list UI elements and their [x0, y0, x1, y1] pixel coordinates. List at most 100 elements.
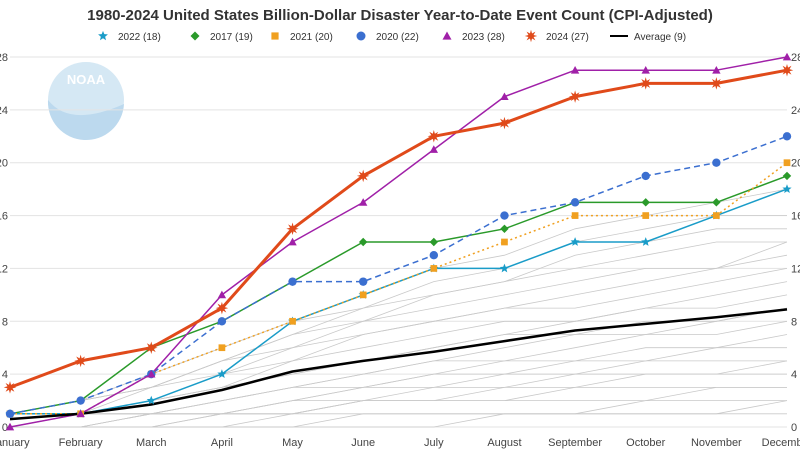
- legend-swatch: [271, 32, 279, 40]
- y-tick-label-left: 12: [0, 263, 8, 275]
- y-tick-label-right: 4: [791, 369, 797, 381]
- data-point-s2021: [218, 344, 226, 352]
- data-point-s2021: [359, 291, 367, 299]
- x-tick-label: December: [762, 437, 800, 449]
- legend-swatch: [190, 31, 200, 41]
- data-point-s2024: [145, 341, 158, 354]
- data-point-s2021: [430, 265, 438, 272]
- series-markers: [3, 52, 794, 431]
- data-point-s2023: [570, 66, 580, 74]
- background-year-line: [10, 413, 787, 428]
- data-point-s2017: [358, 237, 368, 247]
- y-axis-left: 0 4 8 12 16 20 24 28: [0, 52, 8, 434]
- data-point-s2020: [500, 211, 509, 220]
- data-point-s2021: [783, 159, 791, 167]
- x-tick-label: April: [211, 437, 233, 449]
- background-year-line: [10, 307, 788, 415]
- x-axis: January February March April May June July Augu…: [0, 437, 800, 449]
- data-point-s2021: [289, 317, 296, 325]
- background-year-line: [9, 334, 788, 428]
- legend-item-s2021[interactable]: 2021 (20): [271, 32, 333, 43]
- noaa-logo: NOAA: [47, 62, 124, 141]
- legend-swatch: [356, 31, 366, 41]
- data-point-s2017: [712, 198, 721, 207]
- data-point-s2024: [215, 301, 229, 315]
- x-tick-label: July: [424, 437, 444, 449]
- data-point-s2022: [570, 237, 580, 246]
- legend-item-s2024[interactable]: 2024 (27): [524, 29, 589, 43]
- legend-swatch: [524, 29, 538, 43]
- y-tick-label-right: 24: [791, 105, 800, 117]
- background-year-line: [10, 360, 787, 428]
- series-lines: [9, 56, 788, 428]
- y-tick-label-left: 16: [0, 211, 8, 223]
- y-tick-label-right: 0: [791, 422, 797, 434]
- legend-item-s2022[interactable]: 2022 (18): [98, 30, 161, 43]
- y-tick-label-left: 24: [0, 105, 8, 117]
- data-point-s2020: [358, 277, 368, 286]
- data-point-s2023: [288, 237, 297, 246]
- data-point-s2020: [217, 317, 227, 326]
- legend-item-avg[interactable]: Average (9): [610, 32, 686, 43]
- legend-item-s2020[interactable]: 2020 (22): [356, 31, 419, 44]
- x-tick-label: May: [282, 437, 303, 449]
- data-point-s2024: [780, 63, 794, 77]
- y-tick-label-left: 4: [2, 369, 8, 381]
- data-point-s2017: [500, 224, 509, 233]
- legend-item-s2017[interactable]: 2017 (19): [190, 31, 253, 44]
- data-point-s2021: [713, 212, 720, 219]
- data-point-s2024: [427, 130, 441, 143]
- x-tick-label: November: [691, 437, 742, 449]
- data-point-s2023: [358, 198, 368, 206]
- data-point-s2020: [570, 198, 580, 207]
- y-tick-label-left: 8: [2, 316, 8, 328]
- y-tick-label-right: 20: [791, 158, 800, 170]
- y-tick-label-right: 12: [791, 263, 800, 275]
- legend-label: 2021 (20): [290, 32, 333, 43]
- x-tick-label: February: [59, 437, 104, 449]
- data-point-s2024: [74, 354, 87, 368]
- noaa-logo-text: NOAA: [67, 72, 106, 87]
- data-point-s2017: [429, 237, 439, 247]
- data-point-s2022: [217, 369, 227, 379]
- data-point-s2022: [499, 263, 510, 273]
- data-point-s2024: [710, 77, 723, 90]
- data-point-s2020: [641, 171, 650, 181]
- data-point-s2017: [782, 171, 792, 181]
- data-point-s2020: [5, 409, 15, 418]
- series-line-s2020: [9, 135, 788, 415]
- legend-label: 2023 (28): [462, 32, 505, 43]
- legend-swatch: [442, 31, 452, 40]
- series-line-s2024: [9, 68, 788, 389]
- data-point-s2020: [782, 132, 792, 141]
- legend-item-s2023[interactable]: 2023 (28): [442, 31, 505, 44]
- legend-label: 2020 (22): [376, 32, 419, 43]
- series-line-avg: [9, 308, 788, 421]
- data-point-s2017: [641, 198, 650, 207]
- data-point-s2022: [782, 184, 792, 194]
- data-point-s2021: [501, 238, 508, 246]
- data-point-s2021: [571, 212, 579, 219]
- y-tick-label-right: 16: [791, 211, 800, 223]
- y-axis-right: 0 4 8 12 16 20 24 28: [791, 52, 800, 434]
- background-year-line: [10, 360, 788, 428]
- data-point-s2024: [3, 381, 17, 394]
- noaa-logo-wave: [47, 100, 124, 141]
- data-point-s2021: [642, 212, 650, 219]
- background-years: [9, 188, 788, 428]
- data-point-s2023: [782, 52, 792, 61]
- chart-title: 1980-2024 United States Billion-Dollar D…: [87, 7, 713, 24]
- y-tick-label-right: 8: [791, 316, 797, 328]
- y-tick-label-left: 20: [0, 158, 8, 170]
- y-tick-label-left: 0: [2, 422, 8, 434]
- data-point-s2023: [5, 422, 15, 431]
- series-line-s2023: [9, 56, 788, 428]
- data-point-s2023: [641, 66, 650, 74]
- series-line-s2021: [10, 162, 788, 415]
- data-point-s2020: [712, 158, 721, 167]
- data-point-s2020: [429, 251, 439, 260]
- x-tick-label: August: [487, 437, 521, 449]
- background-year-line: [9, 228, 787, 415]
